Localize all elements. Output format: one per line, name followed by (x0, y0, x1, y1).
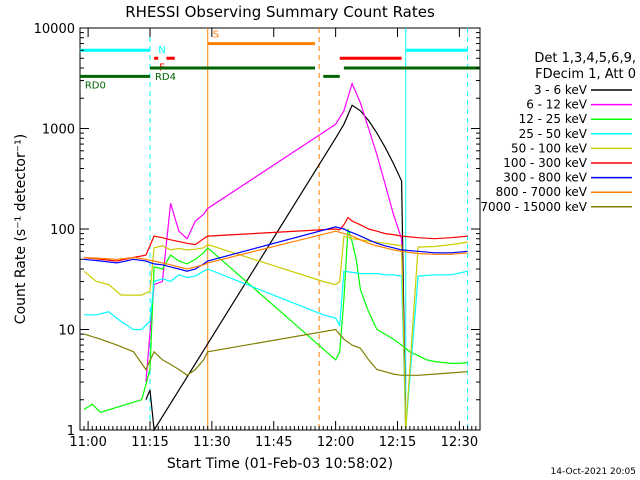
x-tick-label-1230: 12:30 (441, 435, 478, 450)
flag-label-rd0: RD0 (85, 80, 106, 91)
y-axis: 1 10 100 1000 10000 (34, 22, 480, 439)
legend-label-50-100-kev: 50 - 100 keV (511, 141, 588, 155)
series-line-7000-15000-kev (83, 328, 468, 377)
flag-bars: SFRD0RD4N (79, 30, 480, 91)
legend-header-line1: Det 1,3,4,5,6,9, (534, 51, 636, 66)
x-tick-label-1100: 11:00 (69, 435, 106, 450)
legend-label-3-6-kev: 3 - 6 keV (534, 83, 588, 97)
x-tick-label-1215: 12:15 (379, 435, 416, 450)
plot-frame (79, 27, 481, 431)
legend-label-12-25-kev: 12 - 25 keV (519, 112, 588, 126)
x-tick-label-1200: 12:00 (317, 435, 354, 450)
y-tick-label-10000: 10000 (34, 22, 75, 37)
x-tick-label-1130: 11:30 (193, 435, 230, 450)
legend-label-25-50-kev: 25 - 50 keV (519, 127, 588, 141)
legend-label-6-12-kev: 6 - 12 keV (526, 98, 588, 112)
series-line-50-100-kev (83, 235, 468, 431)
legend-header-line2: FDecim 1, Att 0 (535, 67, 636, 82)
series-line-3-6-kev (145, 104, 407, 432)
series-line-100-300-kev (83, 216, 468, 262)
legend-label-100-300-kev: 100 - 300 keV (503, 156, 587, 170)
series-line-6-12-kev (145, 81, 407, 431)
chart-title: RHESSI Observing Summary Count Rates (125, 3, 435, 21)
x-axis-title: Start Time (01-Feb-03 10:58:02) (167, 456, 393, 472)
flag-label-s: S (213, 30, 219, 41)
marker-lines (149, 28, 469, 430)
legend-label-800-7000-kev: 800 - 7000 keV (496, 185, 588, 199)
series-line-25-50-kev (84, 268, 468, 431)
y-tick-label-100: 100 (50, 223, 75, 238)
y-tick-label-1: 1 (67, 424, 75, 439)
flag-label-rd4: RD4 (155, 72, 176, 83)
series-line-800-7000-kev (83, 230, 468, 270)
legend-label-300-800-kev: 300 - 800 keV (503, 171, 587, 185)
y-tick-label-1000: 1000 (42, 123, 75, 138)
series-line-12-25-kev (83, 228, 468, 413)
timestamp: 14-Oct-2021 20:05 (551, 467, 636, 477)
series-lines (83, 81, 468, 432)
x-tick-label-1115: 11:15 (131, 435, 168, 450)
x-tick-label-1145: 11:45 (255, 435, 292, 450)
y-axis-title: Count Rate (s⁻¹ detector⁻¹) (13, 134, 29, 324)
legend: Det 1,3,4,5,6,9, FDecim 1, Att 0 3 - 6 k… (480, 51, 636, 214)
x-axis: 11:00 11:15 11:30 11:45 12:00 12:15 12:30 (69, 28, 481, 450)
y-tick-label-10: 10 (58, 324, 75, 339)
flag-label-n: N (158, 45, 165, 56)
series-line-300-800-kev (83, 226, 468, 272)
legend-label-7000-15000-kev: 7000 - 15000 keV (480, 200, 587, 214)
